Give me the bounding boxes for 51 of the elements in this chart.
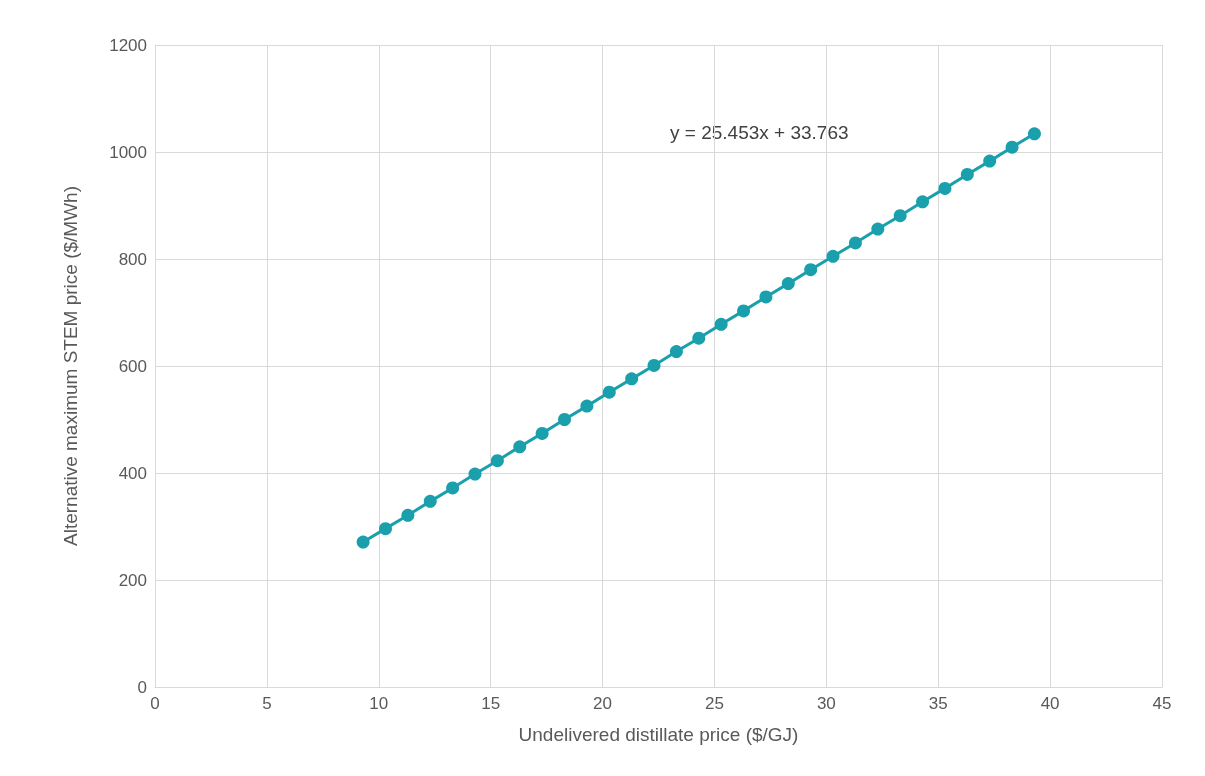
- point: [580, 399, 594, 413]
- x-tick-label: 30: [816, 694, 836, 713]
- x-tick-label: 40: [1040, 694, 1060, 713]
- point: [848, 236, 862, 250]
- point: [692, 331, 706, 345]
- point: [625, 372, 639, 386]
- point: [983, 154, 997, 168]
- point: [513, 440, 527, 454]
- y-tick-label: 800: [118, 249, 147, 269]
- point: [602, 385, 616, 399]
- x-tick-label: 0: [150, 694, 160, 713]
- point: [356, 535, 370, 549]
- point: [446, 481, 460, 495]
- point: [804, 263, 818, 277]
- x-tick-label: 35: [928, 694, 948, 713]
- point: [826, 249, 840, 263]
- point: [669, 345, 683, 359]
- point: [960, 167, 974, 181]
- x-tick-label: 25: [704, 694, 724, 713]
- y-tick-label: 0: [137, 677, 147, 697]
- point: [871, 222, 885, 236]
- x-axis-title: Undelivered distillate price ($/GJ): [518, 724, 799, 745]
- y-tick-label: 600: [118, 356, 147, 376]
- point: [535, 426, 549, 440]
- point: [558, 413, 572, 426]
- y-tick-label: 1200: [109, 35, 147, 55]
- x-tick-label: 5: [262, 694, 272, 713]
- point: [379, 522, 392, 536]
- point: [647, 358, 661, 372]
- point: [1005, 140, 1019, 154]
- x-tick-label: 20: [593, 694, 613, 713]
- y-tick-label: 200: [118, 570, 147, 590]
- y-tick-label: 1000: [109, 142, 147, 162]
- point: [423, 494, 437, 508]
- point: [1027, 127, 1041, 141]
- point: [714, 317, 728, 331]
- y-tick-label: 400: [118, 463, 147, 483]
- x-tick-label: 15: [481, 694, 501, 713]
- point: [737, 304, 751, 318]
- point: [759, 290, 773, 304]
- point: [401, 508, 415, 522]
- point: [781, 277, 795, 291]
- x-tick-label: 10: [369, 694, 389, 713]
- annotation: y = 25.453x + 33.763: [670, 122, 849, 143]
- point: [893, 209, 907, 223]
- y-axis-title: Alternative maximum STEM price ($/MWh): [60, 185, 81, 547]
- point: [468, 467, 482, 481]
- point: [490, 454, 504, 468]
- x-tick-label: 45: [1152, 694, 1172, 713]
- point: [916, 195, 930, 209]
- point: [938, 181, 952, 195]
